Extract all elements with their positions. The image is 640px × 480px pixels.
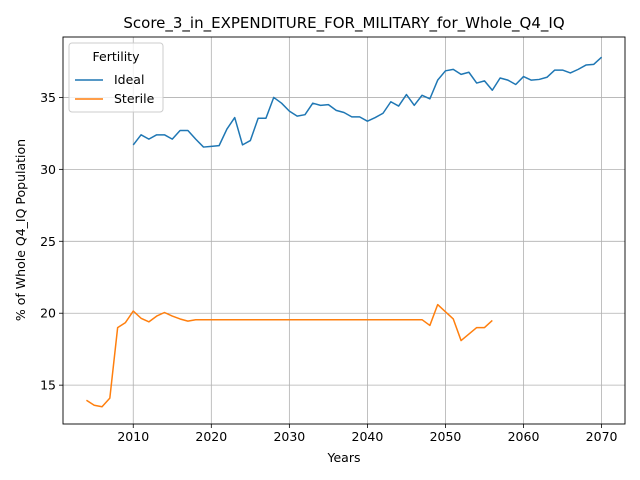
y-tick-label: 15 <box>40 378 56 393</box>
chart-title: Score_3_in_EXPENDITURE_FOR_MILITARY_for_… <box>123 14 564 33</box>
y-tick-label: 35 <box>40 90 56 105</box>
x-tick-label: 2060 <box>508 429 540 444</box>
grid <box>63 37 625 424</box>
x-axis-ticks: 2010 2020 2030 2040 2050 2060 2070 <box>117 424 618 444</box>
legend-label-ideal: Ideal <box>114 72 144 87</box>
x-tick-label: 2010 <box>117 429 149 444</box>
x-tick-label: 2070 <box>586 429 618 444</box>
y-axis-label: % of Whole Q4_IQ Population <box>13 139 28 321</box>
series-lines <box>86 56 603 408</box>
x-tick-label: 2050 <box>430 429 462 444</box>
y-tick-label: 30 <box>40 162 56 177</box>
x-axis-label: Years <box>327 450 361 465</box>
series-line-ideal <box>132 56 603 148</box>
x-tick-label: 2020 <box>195 429 227 444</box>
legend-box <box>68 42 164 113</box>
plot-area-frame <box>62 36 626 425</box>
y-tick-label: 25 <box>40 234 56 249</box>
x-tick-label: 2030 <box>273 429 305 444</box>
x-tick-label: 2040 <box>352 429 384 444</box>
series-line-sterile <box>86 303 493 408</box>
y-tick-label: 20 <box>40 306 56 321</box>
legend: Fertility Ideal Sterile <box>68 42 164 113</box>
legend-title: Fertility <box>93 49 141 64</box>
y-axis-ticks: 15 20 25 30 35 <box>40 90 63 393</box>
legend-label-sterile: Sterile <box>114 91 155 106</box>
